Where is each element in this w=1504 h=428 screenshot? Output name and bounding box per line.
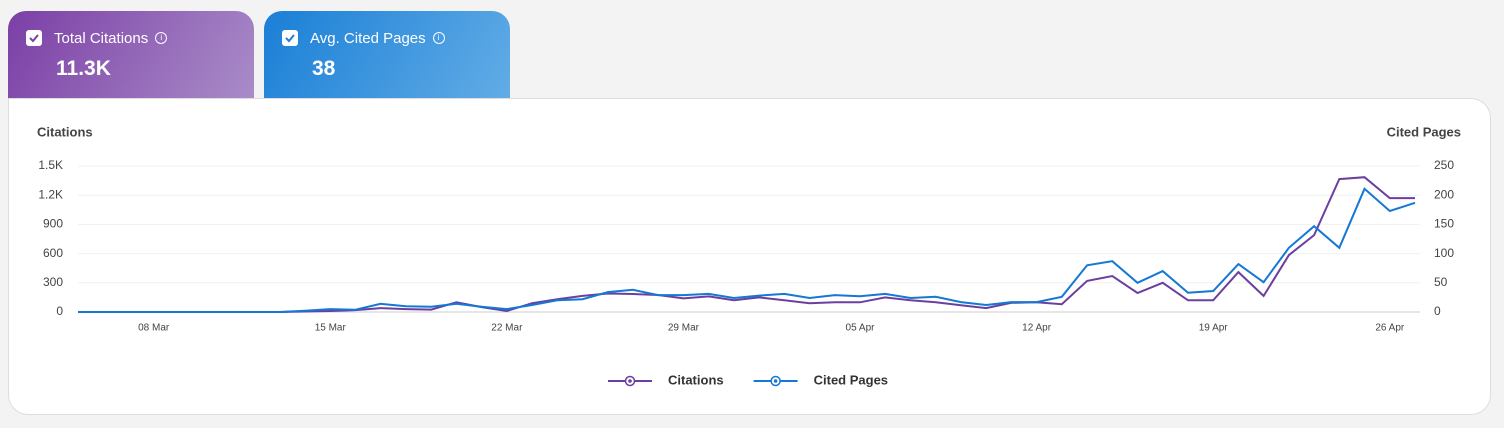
y2-tick-label: 100: [1434, 246, 1454, 260]
legend-marker-dot: [628, 379, 632, 383]
card-label: Avg. Cited Pages: [310, 29, 426, 47]
card-value: 38: [312, 57, 336, 80]
x-tick-label: 12 Apr: [1022, 323, 1052, 334]
x-tick-label: 15 Mar: [315, 323, 347, 334]
legend-item[interactable]: Cited Pages: [753, 372, 888, 387]
legend-item[interactable]: Citations: [608, 372, 724, 387]
metric-card[interactable]: Avg. Cited Pages i 38: [264, 11, 510, 98]
metric-card[interactable]: Total Citations i 11.3K: [8, 11, 254, 98]
card-value: 11.3K: [56, 57, 111, 80]
checkbox[interactable]: [282, 30, 298, 46]
x-tick-label: 22 Mar: [491, 323, 523, 334]
y2-tick-label: 200: [1434, 187, 1454, 201]
y-tick-label: 600: [43, 246, 63, 260]
y2-tick-label: 50: [1434, 275, 1448, 289]
legend-label: Citations: [668, 372, 724, 387]
y-tick-label: 900: [43, 217, 63, 231]
x-tick-label: 05 Apr: [846, 323, 876, 334]
y2-tick-label: 250: [1434, 158, 1454, 172]
x-tick-label: 19 Apr: [1199, 323, 1229, 334]
info-icon[interactable]: i: [432, 32, 445, 44]
x-tick-label: 26 Apr: [1375, 323, 1405, 334]
y2-tick-label: 0: [1434, 304, 1441, 318]
y2-axis-title: Cited Pages: [1387, 124, 1461, 139]
legend-marker-dot: [773, 379, 778, 383]
chart-panel: [8, 98, 1491, 415]
y-tick-label: 0: [56, 304, 63, 318]
y-tick-label: 1.5K: [38, 158, 63, 172]
x-tick-label: 29 Mar: [668, 323, 700, 334]
checkbox[interactable]: [26, 30, 42, 46]
y-tick-label: 300: [43, 275, 63, 289]
info-icon[interactable]: i: [155, 32, 168, 44]
y-axis-title: Citations: [37, 124, 93, 139]
series-line: [78, 176, 1415, 313]
y-tick-label: 1.2K: [38, 187, 63, 201]
series-line: [78, 187, 1416, 313]
card-label: Total Citations: [54, 29, 149, 47]
legend-label: Cited Pages: [814, 372, 888, 387]
y2-tick-label: 150: [1434, 217, 1454, 231]
x-tick-label: 08 Mar: [138, 323, 170, 334]
